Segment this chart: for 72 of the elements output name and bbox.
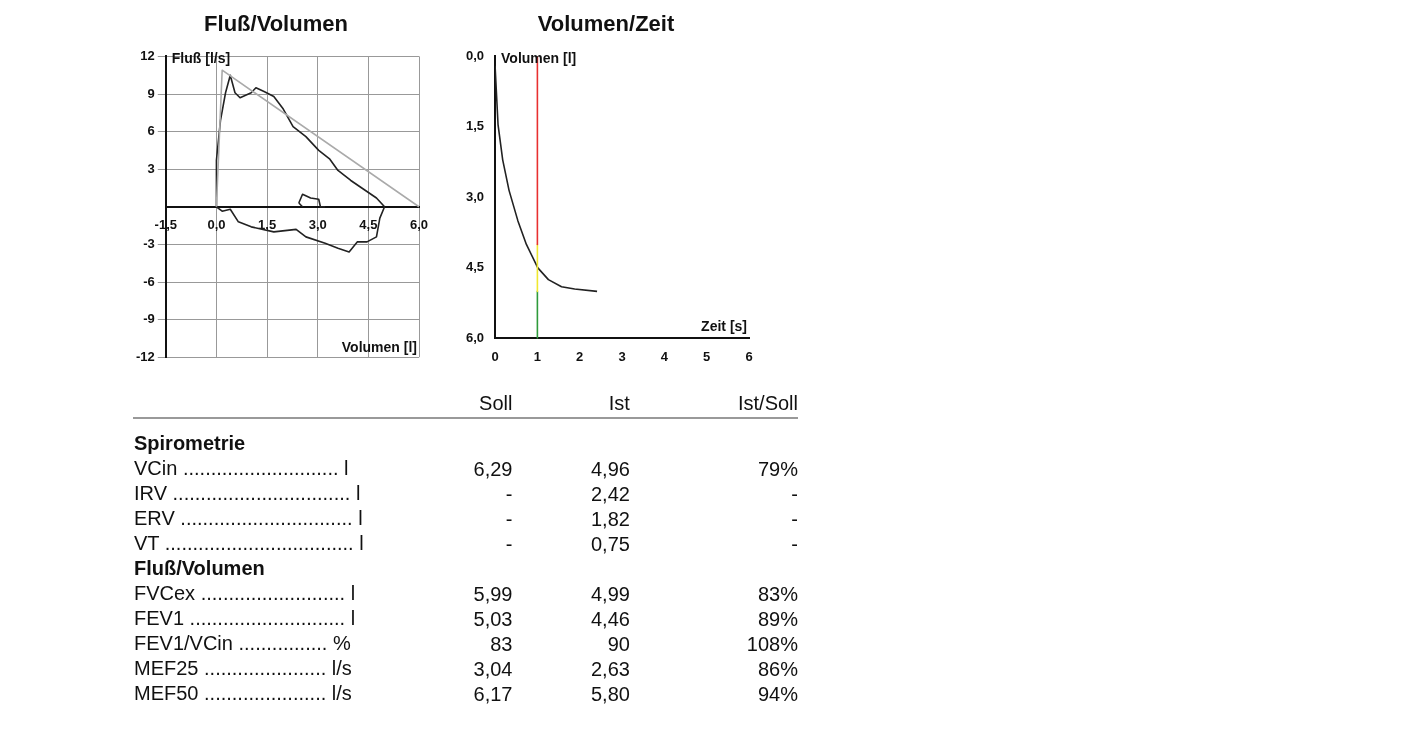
data-label: - [504, 531, 513, 556]
text: Soll [478, 392, 513, 416]
chart-title: Volumen/Zeit [537, 11, 675, 37]
text: Ist [607, 392, 630, 416]
category-label: FEV1/VCin ................ % [133, 631, 352, 656]
y-tick-label: -9 [143, 311, 155, 327]
y-tick-label: 3,0 [465, 188, 485, 204]
y-tick-label: 4,5 [465, 259, 485, 275]
data-label: 3,04 [472, 656, 513, 681]
data-label: 83% [756, 581, 798, 606]
y-tick-label: 1,5 [465, 118, 485, 134]
data-label: 2,63 [589, 656, 630, 681]
y-tick-label: 3 [147, 160, 155, 176]
data-label: 90 [606, 631, 630, 656]
text: Ist/Soll [736, 392, 798, 416]
data-label: 108% [745, 631, 798, 656]
category-label: MEF50 ...................... l/s [133, 681, 353, 706]
x-tick-label: 6,0 [409, 217, 429, 233]
data-label: 4,96 [589, 456, 630, 481]
chart-title: Fluß/Volumen [204, 11, 348, 37]
data-label: - [504, 506, 513, 531]
x-axis-title: Volumen [l] [341, 339, 417, 356]
x-tick-label: 1 [533, 348, 542, 364]
data-label: - [790, 506, 798, 531]
x-tick-label: 4 [660, 348, 669, 364]
x-tick-label: 5 [703, 348, 711, 364]
data-label: 5,80 [589, 681, 630, 706]
data-label: - [790, 481, 798, 506]
data-label: 1,82 [589, 506, 630, 531]
x-tick-label: 0,0 [207, 217, 226, 233]
data-label: 5,03 [472, 606, 513, 631]
x-tick-label: 6 [745, 348, 753, 364]
y-tick-label: -3 [143, 235, 155, 251]
category-label: Spirometrie [133, 431, 247, 456]
data-label: 83 [489, 631, 513, 656]
x-tick-label: 0 [491, 348, 499, 364]
x-tick-label: 4,5 [359, 217, 378, 233]
x-axis-title: Zeit [s] [701, 318, 747, 335]
category-label: FEV1 ............................ l [133, 606, 357, 631]
x-tick-label: 3,0 [308, 217, 327, 233]
y-tick-label: 6 [147, 123, 155, 139]
data-label: - [790, 531, 798, 556]
x-tick-label: 2 [576, 348, 584, 364]
data-label: 89% [756, 606, 798, 631]
category-label: VCin ............................ l [133, 456, 350, 481]
data-label: 4,99 [589, 581, 630, 606]
data-label: 94% [756, 681, 798, 706]
data-label: 5,99 [472, 581, 513, 606]
y-tick-label: 12 [140, 47, 155, 63]
y-tick-label: 0,0 [465, 47, 485, 63]
category-label: Fluß/Volumen [133, 556, 266, 581]
y-tick-label: 6,0 [465, 329, 485, 345]
data-label: 2,42 [589, 481, 630, 506]
x-tick-label: 3 [618, 348, 626, 364]
category-label: VT .................................. l [133, 531, 365, 556]
x-tick-label: 1,5 [258, 217, 277, 233]
data-label: 4,46 [589, 606, 630, 631]
y-axis-title: Fluß [l/s] [171, 50, 231, 67]
data-label: 6,29 [472, 456, 513, 481]
category-label: FVCex .......................... l [133, 581, 357, 606]
data-label: 6,17 [472, 681, 513, 706]
data-label: 0,75 [589, 531, 630, 556]
category-label: MEF25 ...................... l/s [133, 656, 353, 681]
category-label: ERV ............................... l [133, 506, 364, 531]
y-tick-label: -6 [143, 273, 155, 289]
category-label: IRV ................................ l [133, 481, 362, 506]
data-label: - [504, 481, 513, 506]
y-tick-label: -12 [135, 348, 155, 364]
y-tick-label: 9 [147, 85, 155, 101]
data-label: 79% [756, 456, 798, 481]
data-label: 86% [756, 656, 798, 681]
y-axis-title: Volumen [l] [501, 50, 577, 67]
